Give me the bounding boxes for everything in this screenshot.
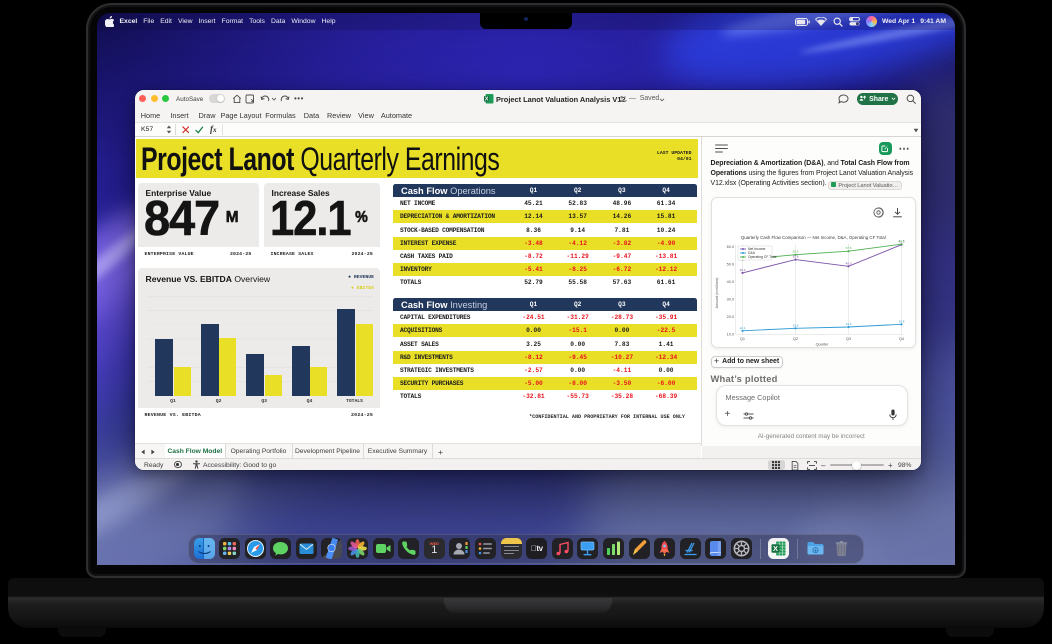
svg-text:50.0: 50.0 [726, 263, 733, 267]
svg-text:20.0: 20.0 [726, 315, 733, 319]
svg-text:55.6: 55.6 [792, 250, 798, 254]
svg-text:Q2: Q2 [792, 337, 797, 341]
svg-text:49.0: 49.0 [845, 261, 851, 265]
svg-text:Operating CF Total: Operating CF Total [748, 255, 777, 259]
svg-text:61.6: 61.6 [898, 239, 904, 243]
svg-text:12.1: 12.1 [739, 326, 745, 330]
svg-text:61.3: 61.3 [898, 240, 904, 244]
svg-text:52.8: 52.8 [792, 255, 798, 259]
svg-text:60.0: 60.0 [726, 245, 733, 249]
svg-text:X: X [773, 544, 778, 553]
svg-text:Q4: Q4 [898, 337, 903, 341]
svg-text:14.3: 14.3 [845, 322, 851, 326]
svg-text:Net Income: Net Income [748, 247, 765, 251]
svg-text:45.2: 45.2 [739, 268, 745, 272]
svg-text:D&A: D&A [748, 251, 756, 255]
svg-text:57.6: 57.6 [845, 246, 851, 250]
svg-text:X: X [485, 97, 489, 103]
svg-text:Quarter: Quarter [815, 343, 829, 347]
svg-text:13.6: 13.6 [792, 323, 798, 327]
svg-text:15.8: 15.8 [898, 319, 904, 323]
svg-text:30.0: 30.0 [726, 298, 733, 302]
svg-text:Q3: Q3 [845, 337, 850, 341]
svg-text:10.0: 10.0 [726, 333, 733, 337]
svg-text:Q1: Q1 [739, 337, 744, 341]
svg-text:Amount (in millions): Amount (in millions) [715, 278, 719, 309]
svg-text:40.0: 40.0 [726, 280, 733, 284]
